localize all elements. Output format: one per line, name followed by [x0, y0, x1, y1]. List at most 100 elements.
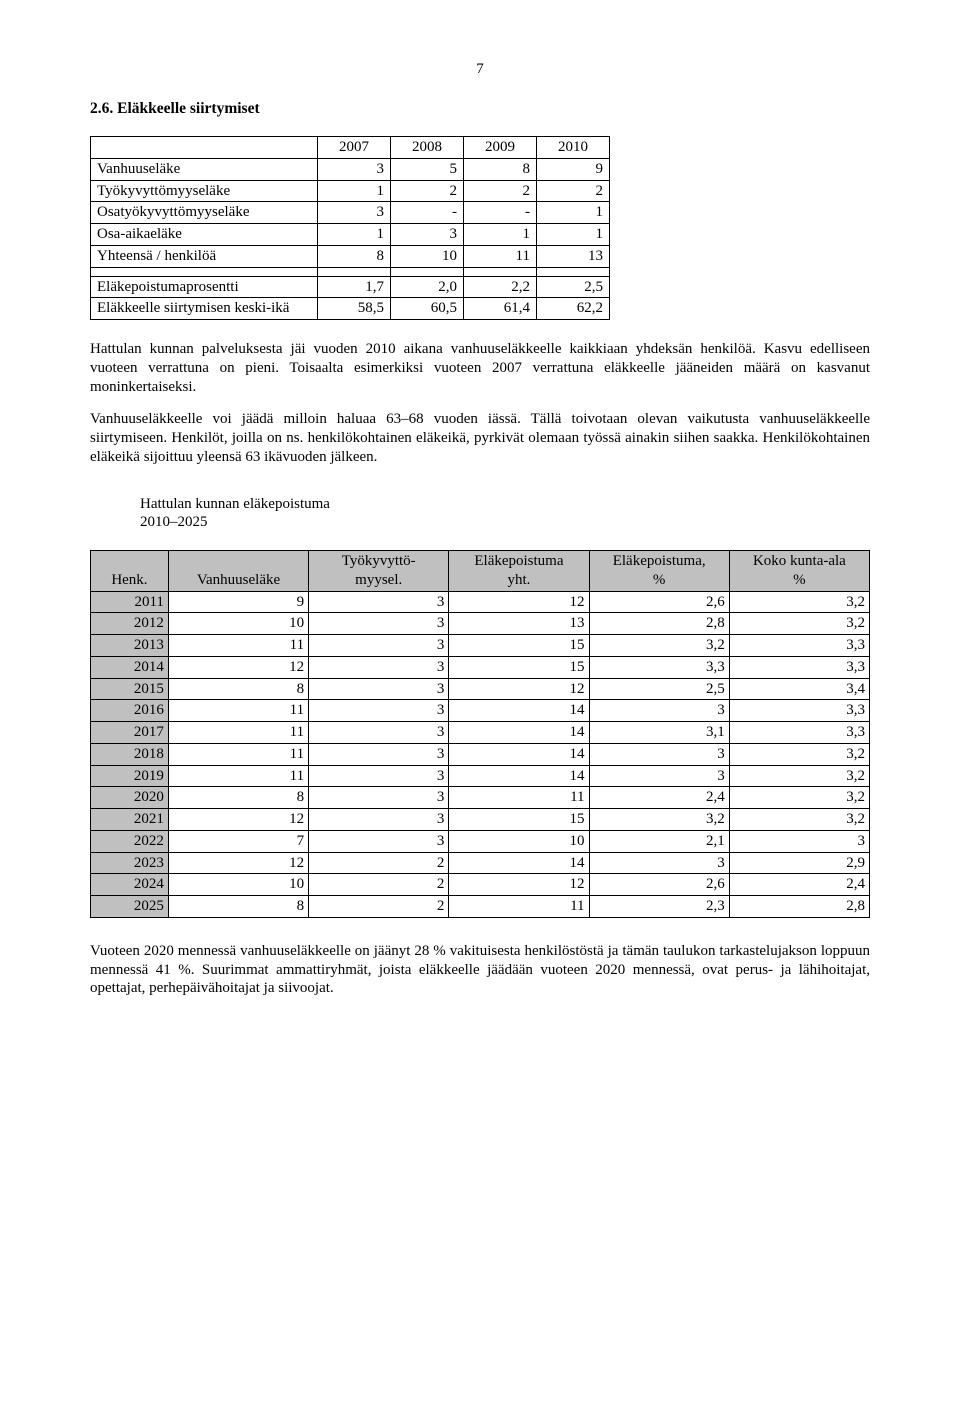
cell: 2,5 — [537, 276, 610, 298]
cell: - — [464, 202, 537, 224]
cell: 8 — [464, 158, 537, 180]
table-row: 2013113153,23,3 — [91, 635, 870, 657]
table-retirement-transitions: 2007 2008 2009 2010 Vanhuuseläke 3 5 8 9… — [90, 136, 610, 320]
header-2007: 2007 — [318, 137, 391, 159]
cell: 3,1 — [589, 722, 729, 744]
cell: 12 — [168, 656, 308, 678]
table-row: 20161131433,3 — [91, 700, 870, 722]
cell: 60,5 — [391, 298, 464, 320]
row-label: Osa-aikaeläke — [91, 224, 318, 246]
cell: 8 — [168, 678, 308, 700]
cell: 11 — [168, 765, 308, 787]
cell: 13 — [537, 245, 610, 267]
paragraph-1: Hattulan kunnan palveluksesta jäi vuoden… — [90, 340, 870, 396]
cell: 13 — [449, 613, 589, 635]
cell: 7 — [168, 830, 308, 852]
table-pension-outflow: Henk. Vanhuuseläke Työkyvyttö- myysel. E… — [90, 550, 870, 918]
cell: 1 — [537, 224, 610, 246]
year-cell: 2015 — [91, 678, 169, 700]
cell: 62,2 — [537, 298, 610, 320]
cell: 3 — [309, 613, 449, 635]
cell: 14 — [449, 700, 589, 722]
cell: 3 — [589, 743, 729, 765]
cell: 3 — [309, 809, 449, 831]
cell: 11 — [449, 896, 589, 918]
cell: 3 — [309, 656, 449, 678]
cell: 15 — [449, 656, 589, 678]
cell: 2,1 — [589, 830, 729, 852]
cell: 1 — [537, 202, 610, 224]
cell: 3 — [309, 830, 449, 852]
cell: 2,9 — [729, 852, 869, 874]
cell: 3 — [391, 224, 464, 246]
cell: 3 — [729, 830, 869, 852]
header-henk: Henk. — [91, 551, 169, 592]
cell: 2 — [309, 852, 449, 874]
cell: 3 — [309, 722, 449, 744]
cell: 3,2 — [729, 787, 869, 809]
table-row: Eläkepoistumaprosentti 1,7 2,0 2,2 2,5 — [91, 276, 610, 298]
cell: 2 — [309, 874, 449, 896]
cell: 3 — [589, 700, 729, 722]
cell: 9 — [537, 158, 610, 180]
header-2010: 2010 — [537, 137, 610, 159]
cell: 11 — [168, 743, 308, 765]
cell: 2,5 — [589, 678, 729, 700]
year-cell: 2019 — [91, 765, 169, 787]
table-row: 201193122,63,2 — [91, 591, 870, 613]
header-2008: 2008 — [391, 137, 464, 159]
cell: 3,2 — [729, 613, 869, 635]
cell: 12 — [449, 591, 589, 613]
table-header-row: Henk. Vanhuuseläke Työkyvyttö- myysel. E… — [91, 551, 870, 592]
cell: 12 — [449, 874, 589, 896]
cell: 11 — [168, 700, 308, 722]
cell: 15 — [449, 809, 589, 831]
cell: 61,4 — [464, 298, 537, 320]
subheading: Hattulan kunnan eläkepoistuma 2010–2025 — [90, 495, 870, 533]
row-label: Vanhuuseläke — [91, 158, 318, 180]
year-cell: 2013 — [91, 635, 169, 657]
header-vanhuuselake: Vanhuuseläke — [168, 551, 308, 592]
cell: 3,3 — [729, 700, 869, 722]
row-label: Osatyökyvyttömyyseläke — [91, 202, 318, 224]
cell: 14 — [449, 765, 589, 787]
page-number: 7 — [90, 60, 870, 79]
table-row: Vanhuuseläke 3 5 8 9 — [91, 158, 610, 180]
table-row: 2017113143,13,3 — [91, 722, 870, 744]
cell: 58,5 — [318, 298, 391, 320]
cell: 2,4 — [729, 874, 869, 896]
cell: 2,3 — [589, 896, 729, 918]
row-label: Eläkkeelle siirtymisen keski-ikä — [91, 298, 318, 320]
year-cell: 2025 — [91, 896, 169, 918]
table-row: 20231221432,9 — [91, 852, 870, 874]
cell: 2,8 — [729, 896, 869, 918]
cell: 2 — [537, 180, 610, 202]
year-cell: 2016 — [91, 700, 169, 722]
cell: 8 — [168, 896, 308, 918]
table-row: Yhteensä / henkilöä 8 10 11 13 — [91, 245, 610, 267]
year-cell: 2024 — [91, 874, 169, 896]
cell: 10 — [391, 245, 464, 267]
cell: 11 — [168, 722, 308, 744]
cell: 3 — [309, 700, 449, 722]
table-row: 20181131433,2 — [91, 743, 870, 765]
cell: 2,0 — [391, 276, 464, 298]
header-tyokyv: Työkyvyttö- myysel. — [309, 551, 449, 592]
subheading-line-2: 2010–2025 — [140, 513, 870, 532]
cell: 10 — [168, 874, 308, 896]
cell: 14 — [449, 852, 589, 874]
table-row: 2021123153,23,2 — [91, 809, 870, 831]
cell: 3,3 — [729, 656, 869, 678]
cell: 2,4 — [589, 787, 729, 809]
year-cell: 2022 — [91, 830, 169, 852]
cell: 9 — [168, 591, 308, 613]
year-cell: 2011 — [91, 591, 169, 613]
table-row: 202273102,13 — [91, 830, 870, 852]
table-row: 20191131433,2 — [91, 765, 870, 787]
year-cell: 2012 — [91, 613, 169, 635]
cell: 2,2 — [464, 276, 537, 298]
subheading-line-1: Hattulan kunnan eläkepoistuma — [140, 495, 870, 514]
cell: 3,2 — [589, 635, 729, 657]
cell: 3 — [309, 765, 449, 787]
year-cell: 2021 — [91, 809, 169, 831]
